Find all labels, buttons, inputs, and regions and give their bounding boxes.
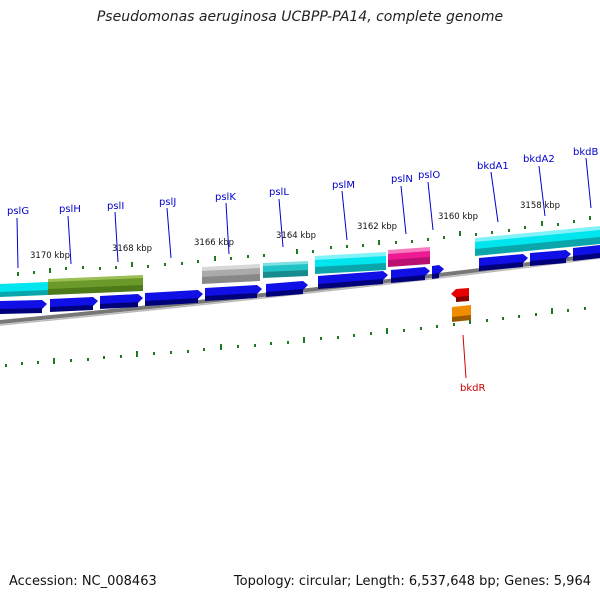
gene-label-bkdB: bkdB	[573, 147, 598, 158]
feature-gray	[202, 264, 260, 284]
genome-summary-text: Topology: circular; Length: 6,537,648 bp…	[233, 574, 591, 589]
label-connector-bkdR	[462, 334, 467, 379]
forward-gene-track	[0, 245, 600, 314]
gene-box-bkdR-orange	[452, 305, 471, 322]
gene-arrow-bkdA1	[479, 254, 528, 271]
feature-olive	[48, 275, 143, 295]
gene-label-pslO: pslO	[418, 170, 440, 181]
gene-label-bkdR: bkdR	[460, 383, 485, 394]
gene-arrow-pslN	[391, 267, 430, 283]
gene-arrow-pslJ	[145, 290, 203, 306]
scale-labels: 3170 kbp 3168 kbp 3166 kbp 3164 kbp 3162…	[30, 201, 560, 261]
gene-arrow-pslI	[100, 294, 143, 309]
outer-tick-ring	[17, 216, 591, 276]
label-connectors	[16, 157, 592, 269]
genome-backbone-shadow	[0, 257, 600, 326]
gene-arrow-bkdA2	[530, 250, 571, 266]
feature-magenta	[388, 247, 430, 267]
gene-label-pslN: pslN	[391, 174, 413, 185]
scale-label-3162: 3162 kbp	[357, 222, 397, 232]
scale-label-3166: 3166 kbp	[194, 238, 234, 248]
gene-label-pslH: pslH	[59, 204, 81, 215]
feature-track	[0, 226, 600, 297]
gene-labels: pslG pslH pslI pslJ pslK pslL pslM pslN …	[7, 147, 598, 217]
feature-cyan-mid	[315, 252, 386, 274]
feature-teal	[263, 261, 308, 278]
scale-label-3170: 3170 kbp	[30, 251, 70, 261]
inner-tick-ring	[5, 307, 586, 367]
gene-label-bkdA2: bkdA2	[523, 154, 555, 165]
scale-label-3158: 3158 kbp	[520, 201, 560, 211]
gene-arrow-pslL	[266, 281, 308, 297]
gene-label-pslK: pslK	[215, 192, 236, 203]
accession-text: Accession: NC_008463	[9, 574, 157, 589]
scale-label-3164: 3164 kbp	[276, 231, 316, 241]
gene-label-pslL: pslL	[269, 187, 289, 198]
feature-cyan-left	[0, 282, 48, 297]
gene-arrow-pslH	[50, 297, 98, 312]
map-title: Pseudomonas aeruginosa UCBPP-PA14, compl…	[96, 9, 504, 25]
scale-label-3168: 3168 kbp	[112, 244, 152, 254]
gene-label-pslI: pslI	[107, 201, 124, 212]
feature-cyan-right	[475, 226, 600, 256]
scale-label-3160: 3160 kbp	[438, 212, 478, 222]
gene-label-bkdA1: bkdA1	[477, 161, 509, 172]
gene-arrow-pslG	[0, 300, 47, 314]
gene-arrow-pslK	[205, 285, 262, 301]
reverse-gene-track	[451, 288, 471, 322]
gene-arrow-bkdB	[573, 245, 600, 261]
gene-label-pslJ: pslJ	[159, 197, 176, 208]
gene-label-pslG: pslG	[7, 206, 29, 217]
gene-label-pslM: pslM	[332, 180, 355, 191]
genome-backbone	[0, 253, 600, 324]
gene-arrow-bkdR-red	[451, 288, 469, 302]
gene-arrow-pslM	[318, 271, 388, 289]
gene-arrow-pslO	[432, 265, 444, 279]
